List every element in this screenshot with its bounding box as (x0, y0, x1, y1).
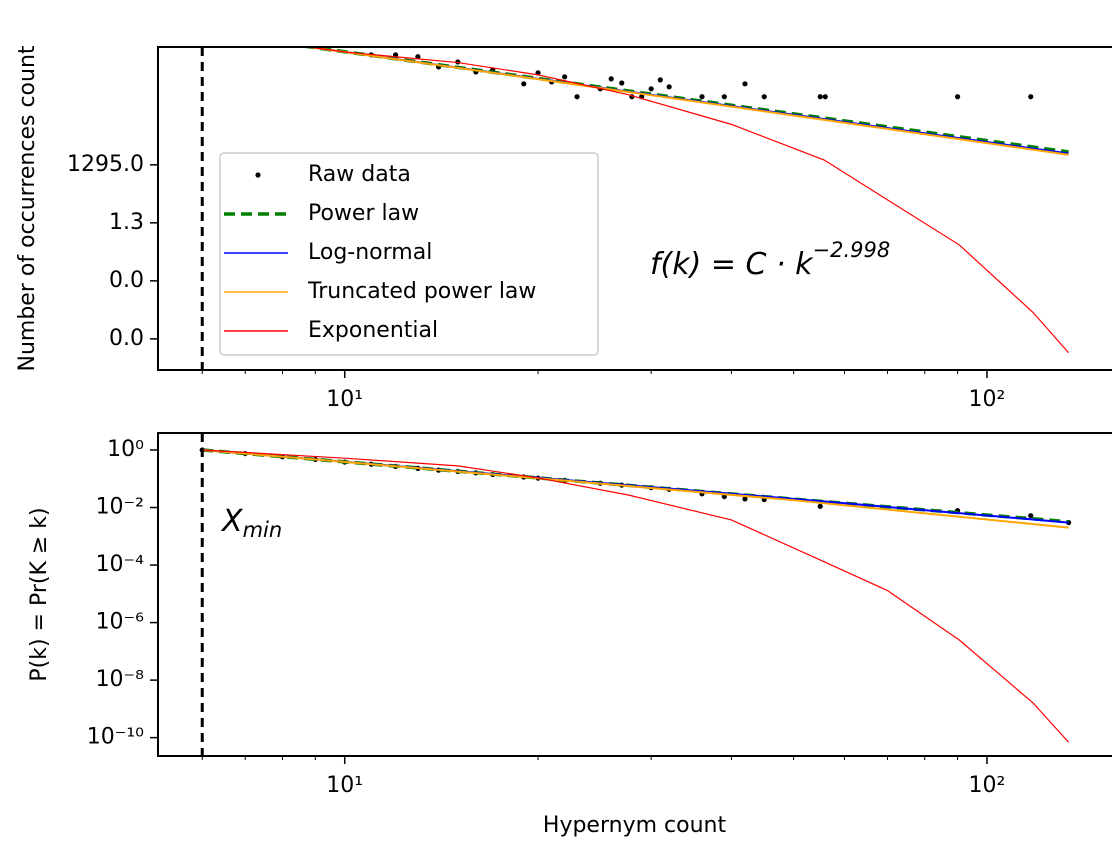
data-point (521, 81, 527, 87)
data-point (1028, 94, 1034, 100)
plot-area (297, 47, 1070, 354)
data-point (742, 496, 748, 502)
series-line (297, 47, 1069, 154)
series-line (303, 47, 1070, 354)
data-point (666, 84, 672, 90)
legend-marker (255, 172, 261, 178)
data-point (1028, 513, 1034, 519)
data-point (817, 503, 823, 509)
data-point (619, 80, 625, 86)
x-tick-label: 10¹ (326, 773, 363, 798)
xmin-label-text: X (220, 504, 244, 539)
x-tick-label: 10² (969, 773, 1006, 798)
data-point (699, 94, 705, 100)
y-tick-label: 10⁻¹⁰ (87, 725, 144, 750)
data-point (822, 94, 828, 100)
data-point (954, 94, 961, 100)
data-point (817, 94, 823, 100)
data-point (415, 54, 421, 60)
series-line (202, 449, 1069, 529)
legend-label: Exponential (308, 318, 438, 343)
y-tick-label: 10⁻² (96, 495, 144, 520)
legend-label: Truncated power law (307, 279, 536, 304)
x-tick-label: 10² (969, 387, 1006, 412)
data-point (574, 94, 580, 100)
y-axis-label: P(k) = Pr(K ≥ k) (27, 507, 52, 681)
y-tick-label: 0.0 (109, 268, 144, 293)
data-point (721, 94, 727, 100)
xmin-label-subscript: min (243, 518, 283, 542)
annotation-exponent: −2.998 (812, 238, 890, 262)
panel: 10¹ 10² 1295.0 1.3 0.0 0.0 Number of occurrenc… (15, 45, 1112, 412)
axes-frame (157, 46, 1112, 371)
y-tick-label: 0.0 (109, 326, 144, 351)
y-tick-label: 10⁻⁸ (96, 667, 145, 692)
plot-area (199, 447, 1072, 743)
y-tick-label: 10⁻⁶ (96, 610, 145, 635)
y-tick-label: 1295.0 (67, 152, 144, 177)
data-point (648, 86, 654, 92)
data-point (608, 76, 614, 82)
y-tick-label: 1.3 (109, 210, 144, 235)
data-point (562, 74, 568, 80)
x-tick-label: 10¹ (326, 387, 363, 412)
axes-frame (157, 432, 1112, 757)
data-point (657, 77, 663, 83)
legend-box (219, 152, 599, 356)
legend-label: Log-normal (308, 240, 432, 265)
xmin-label: Xmin (220, 504, 282, 543)
x-axis-label: Hypernym count (543, 813, 727, 838)
annotation-text: f(k) = C · k (650, 247, 814, 282)
legend: Raw data Power law Log-normal Truncated pow… (219, 152, 599, 356)
data-point (742, 81, 748, 87)
legend-label: Power law (308, 201, 419, 226)
y-tick-label: 10⁻⁴ (96, 552, 145, 577)
legend-label: Raw data (308, 162, 411, 187)
panel: 10¹ 10² 10⁰ 10⁻² 10⁻⁴ 10⁻⁶ 10⁻⁸ 10⁻¹⁰ P(k) = Pr(… (27, 432, 1112, 838)
annotation: f(k) = C · k−2.998 (650, 238, 890, 282)
y-axis-label: Number of occurrences count (15, 45, 40, 371)
series-line (202, 449, 1070, 743)
series-line (301, 47, 1069, 156)
y-tick-label: 10⁰ (107, 437, 144, 462)
data-point (761, 94, 767, 100)
